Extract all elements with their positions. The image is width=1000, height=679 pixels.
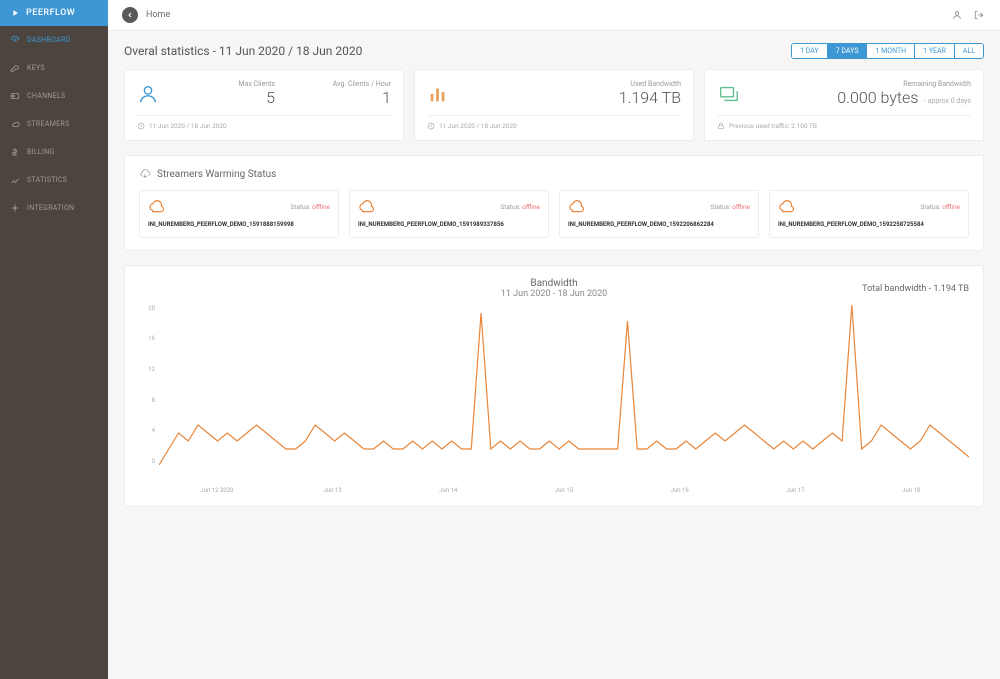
sidebar-item-keys[interactable]: KEYS xyxy=(0,54,108,82)
streamers-title: Streamers Warming Status xyxy=(157,169,276,180)
clients-card: Max Clients 5 Avg. Clients / Hour 1 11 J… xyxy=(124,69,404,141)
logo: PEERFLOW xyxy=(0,0,108,26)
sidebar-item-label: CHANNELS xyxy=(27,92,65,100)
play-icon xyxy=(10,8,20,18)
streamer-status: Status: offline xyxy=(920,203,960,211)
sidebar-item-label: INTEGRATION xyxy=(27,204,74,212)
streamer-name: INI_NUREMBERG_PEERFLOW_DEMO_159198933785… xyxy=(358,221,540,229)
remaining-card: Remaining Bandwidth 0.000 bytes - approx… xyxy=(704,69,984,141)
content: Overal statistics - 11 Jun 2020 / 18 Jun… xyxy=(108,31,1000,679)
range-1day[interactable]: 1 DAY xyxy=(792,44,827,58)
remaining-suffix: - approx 0 days xyxy=(924,97,971,105)
sidebar-item-streamers[interactable]: STREAMERS xyxy=(0,110,108,138)
streamer-name: INI_NUREMBERG_PEERFLOW_DEMO_159188815999… xyxy=(148,221,330,229)
bandwidth-chart-panel: Bandwidth 11 Jun 2020 - 18 Jun 2020 Tota… xyxy=(124,265,984,507)
max-clients-value: 5 xyxy=(169,88,275,107)
chart-title: Bandwidth xyxy=(139,278,969,289)
range-7days[interactable]: 7 DAYS xyxy=(827,44,867,58)
avg-clients-label: Avg. Clients / Hour xyxy=(285,80,391,88)
bandwidth-card: Used Bandwidth 1.194 TB 11 Jun 2020 / 18… xyxy=(414,69,694,141)
sidebar-item-label: DASHBOARD xyxy=(27,36,71,44)
streamer-card[interactable]: Status: offline INI_NUREMBERG_PEERFLOW_DE… xyxy=(139,190,339,238)
page-title: Overal statistics - 11 Jun 2020 / 18 Jun… xyxy=(124,44,362,58)
range-all[interactable]: ALL xyxy=(954,44,983,58)
clients-range-note: 11 Jun 2020 / 18 Jun 2020 xyxy=(149,122,227,130)
nav-list: DASHBOARD KEYS CHANNELS STREAMERS BILLING STA… xyxy=(0,26,108,222)
sidebar-item-channels[interactable]: CHANNELS xyxy=(0,82,108,110)
sidebar-item-dashboard[interactable]: DASHBOARD xyxy=(0,26,108,54)
layers-icon xyxy=(717,83,739,105)
range-1month[interactable]: 1 MONTH xyxy=(866,44,914,58)
max-clients-label: Max Clients xyxy=(169,80,275,88)
clock-icon xyxy=(137,122,145,130)
cloud-icon xyxy=(568,199,584,215)
clients-icon xyxy=(137,83,159,105)
remaining-label: Remaining Bandwidth xyxy=(749,80,971,88)
bars-icon xyxy=(427,83,449,105)
streamer-status: Status: offline xyxy=(710,203,750,211)
sidebar: PEERFLOW DASHBOARD KEYS CHANNELS STREAMERS B… xyxy=(0,0,108,679)
streamer-status: Status: offline xyxy=(500,203,540,211)
bandwidth-label: Used Bandwidth xyxy=(459,80,681,88)
range-1year[interactable]: 1 YEAR xyxy=(914,44,954,58)
avg-clients-value: 1 xyxy=(285,88,391,107)
breadcrumb: Home xyxy=(146,10,170,20)
lock-icon xyxy=(717,122,725,130)
remaining-note: Previous used traffic: 2.100 TB xyxy=(729,122,817,130)
streamer-card[interactable]: Status: offline INI_NUREMBERG_PEERFLOW_DE… xyxy=(559,190,759,238)
bandwidth-value: 1.194 TB xyxy=(459,88,681,107)
back-button[interactable] xyxy=(122,7,138,23)
bandwidth-range-note: 11 Jun 2020 / 18 Jun 2020 xyxy=(439,122,517,130)
brand-name: PEERFLOW xyxy=(26,8,75,18)
bandwidth-chart xyxy=(159,305,969,465)
topbar: Home xyxy=(108,0,1000,31)
streamer-card[interactable]: Status: offline INI_NUREMBERG_PEERFLOW_DE… xyxy=(349,190,549,238)
chart-x-axis: Jun 12 2020Jun 13Jun 14Jun 15Jun 16Jun 1… xyxy=(139,485,969,494)
remaining-value: 0.000 bytes xyxy=(837,88,918,107)
cloud-down-icon xyxy=(139,168,151,180)
streamers-panel: Streamers Warming Status Status: offline… xyxy=(124,155,984,251)
sidebar-item-label: STATISTICS xyxy=(27,176,67,184)
sidebar-item-billing[interactable]: BILLING xyxy=(0,138,108,166)
sidebar-item-label: KEYS xyxy=(27,64,45,72)
streamer-status: Status: offline xyxy=(290,203,330,211)
chart-y-axis: 201612840 xyxy=(139,305,155,465)
sidebar-item-statistics[interactable]: STATISTICS xyxy=(0,166,108,194)
clock-icon xyxy=(427,122,435,130)
cloud-icon xyxy=(778,199,794,215)
sidebar-item-label: BILLING xyxy=(27,148,55,156)
sidebar-item-integration[interactable]: INTEGRATION xyxy=(0,194,108,222)
streamer-card[interactable]: Status: offline INI_NUREMBERG_PEERFLOW_DE… xyxy=(769,190,969,238)
streamer-name: INI_NUREMBERG_PEERFLOW_DEMO_159225872558… xyxy=(778,221,960,229)
sidebar-item-label: STREAMERS xyxy=(27,120,69,128)
range-selector: 1 DAY7 DAYS1 MONTH1 YEARALL xyxy=(791,43,984,59)
chart-subtitle: 11 Jun 2020 - 18 Jun 2020 xyxy=(139,289,969,299)
user-menu-icon[interactable] xyxy=(950,8,964,22)
streamer-name: INI_NUREMBERG_PEERFLOW_DEMO_159220686228… xyxy=(568,221,750,229)
logout-icon[interactable] xyxy=(972,8,986,22)
cloud-icon xyxy=(148,199,164,215)
chart-total: Total bandwidth - 1.194 TB xyxy=(862,284,969,294)
main: Home Overal statistics - 11 Jun 2020 / 1… xyxy=(108,0,1000,679)
cloud-icon xyxy=(358,199,374,215)
